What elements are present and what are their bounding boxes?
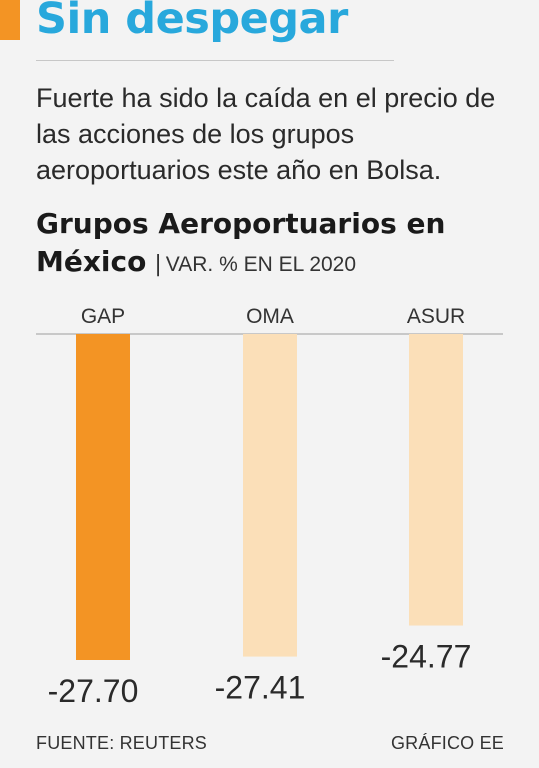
- headline-rule: [36, 60, 394, 61]
- category-label-asur: ASUR: [407, 305, 465, 328]
- headline: Sin despegar: [36, 0, 348, 44]
- accent-strip: [0, 0, 20, 40]
- chart-title: Grupos Aeroportuarios en México | VAR. % E…: [36, 205, 516, 284]
- value-label-oma: -27.41: [215, 670, 306, 706]
- bar-asur: [409, 334, 463, 626]
- category-label-oma: OMA: [246, 305, 294, 328]
- title-separator: |: [154, 252, 162, 277]
- graphic-credit: GRÁFICO EE: [390, 733, 504, 753]
- bar-chart: GAP -27.70 OMA -27.41 ASUR -24.77: [36, 305, 503, 709]
- subtitle: Fuerte ha sido la caída en el precio de …: [36, 83, 496, 185]
- bar-oma: [243, 334, 297, 657]
- value-label-asur: -24.77: [381, 639, 472, 675]
- chart-title-text: Grupos Aeroportuarios en México: [36, 207, 446, 278]
- value-label-gap: -27.70: [48, 673, 139, 709]
- chart-unit-label: VAR. % EN EL 2020: [165, 253, 357, 276]
- source-note: FUENTE: REUTERS: [36, 733, 208, 753]
- category-label-gap: GAP: [81, 305, 125, 328]
- bar-gap: [76, 334, 130, 660]
